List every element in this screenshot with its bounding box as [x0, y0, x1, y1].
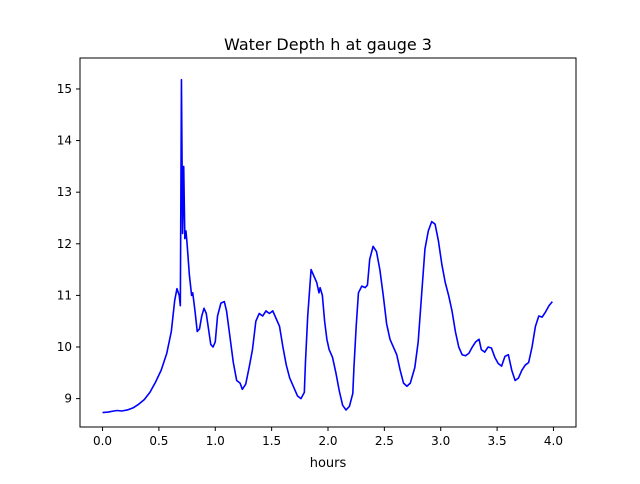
x-tick-label: 1.0: [206, 434, 225, 448]
x-tick-label: 4.0: [544, 434, 563, 448]
x-tick-label: 0.0: [93, 434, 112, 448]
y-axis: 9 10 11 12 13 14 15: [57, 82, 80, 406]
y-tick-label: 12: [57, 237, 72, 251]
y-tick-label: 15: [57, 82, 72, 96]
x-tick-label: 3.5: [488, 434, 507, 448]
series-line-0: [102, 78, 553, 414]
plot-area: [102, 78, 553, 414]
chart-title: Water Depth h at gauge 3: [224, 35, 432, 54]
y-tick-label: 14: [57, 134, 72, 148]
x-tick-label: 2.5: [375, 434, 394, 448]
x-axis: 0.0 0.5 1.0 1.5 2.0 2.5 3.0 3.5 4.0: [93, 427, 563, 448]
y-tick-label: 13: [57, 185, 72, 199]
x-tick-label: 2.0: [318, 434, 337, 448]
y-tick-label: 10: [57, 340, 72, 354]
x-tick-label: 0.5: [149, 434, 168, 448]
x-axis-label: hours: [310, 456, 347, 471]
x-tick-label: 1.5: [262, 434, 281, 448]
y-tick-label: 9: [64, 392, 72, 406]
x-tick-label: 3.0: [431, 434, 450, 448]
y-tick-label: 11: [57, 288, 72, 302]
